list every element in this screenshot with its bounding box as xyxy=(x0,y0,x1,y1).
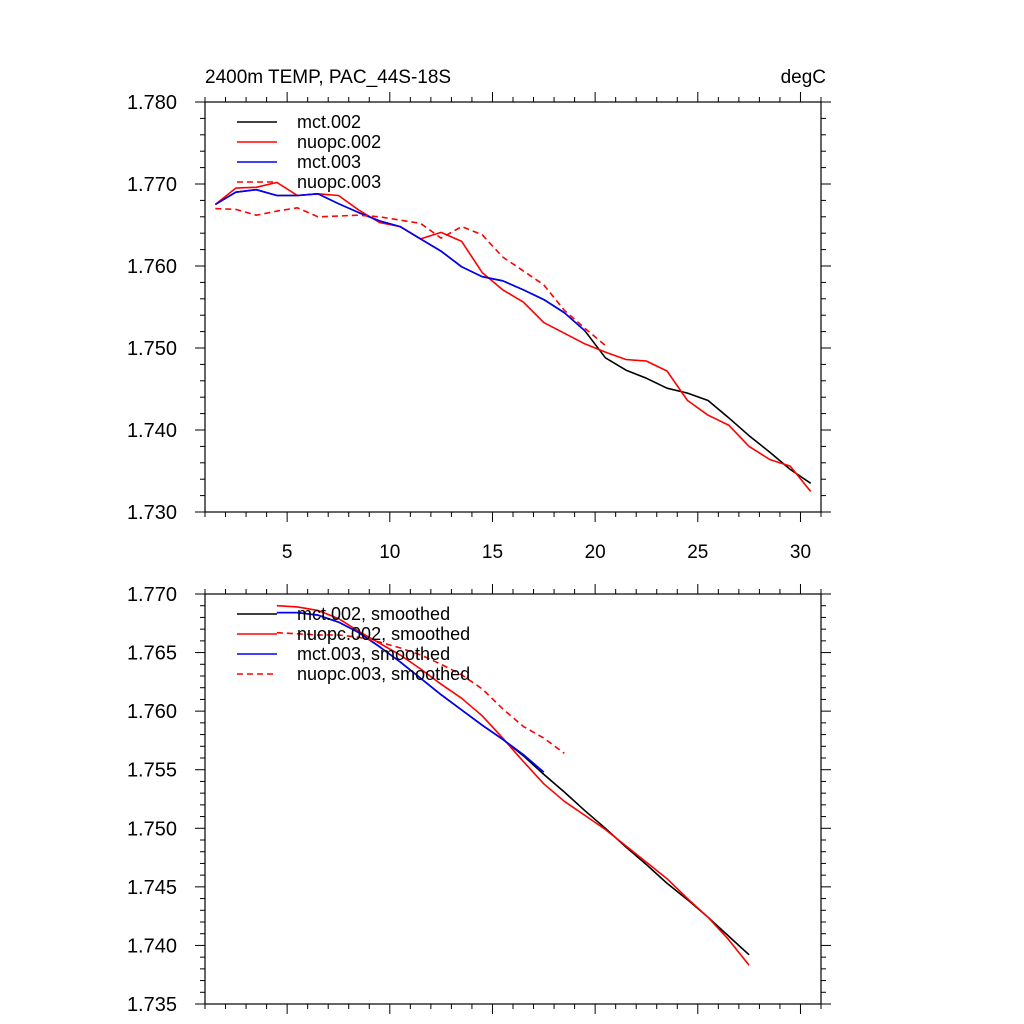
x-tick-label: 20 xyxy=(585,542,606,563)
legend-label: mct.003 xyxy=(297,152,361,172)
y-tick-label: 1.760 xyxy=(127,701,177,723)
legend-label: mct.003, smoothed xyxy=(297,644,450,664)
series-line xyxy=(276,631,565,754)
bottom-panel: 1.735 1.740 1.745 1.750 1.755 1.760 1.765 1.770… xyxy=(127,584,831,1016)
x-tick-label: 10 xyxy=(379,542,400,563)
panel-title: 2400m TEMP, PAC_44S-18S xyxy=(205,67,451,88)
y-tick-label: 1.750 xyxy=(127,818,177,840)
y-tick-label: 1.755 xyxy=(127,760,177,782)
legend-label: mct.002 xyxy=(297,112,361,132)
units-label: degC xyxy=(781,67,826,88)
top-panel: 2400m TEMP, PAC_44S-18S degC 5 10 15 20 25 30… xyxy=(127,67,831,563)
y-tick-label: 1.740 xyxy=(127,420,177,442)
series-line xyxy=(276,611,545,773)
series-line xyxy=(214,181,812,493)
legend-label: nuopc.003, smoothed xyxy=(297,664,470,684)
y-tick-label: 1.735 xyxy=(127,994,177,1016)
series-lines xyxy=(214,181,812,493)
legend-label: mct.002, smoothed xyxy=(297,604,450,624)
legend-label: nuopc.003 xyxy=(297,172,381,192)
y-tick-label: 1.770 xyxy=(127,584,177,606)
y-tick-label: 1.760 xyxy=(127,256,177,278)
y-tick-label: 1.730 xyxy=(127,502,177,524)
y-tick-label: 1.740 xyxy=(127,935,177,957)
legend-label: nuopc.002 xyxy=(297,132,381,152)
x-tick-label: 25 xyxy=(687,542,708,563)
y-tick-label: 1.780 xyxy=(127,92,177,114)
series-line xyxy=(276,604,750,966)
y-tick-label: 1.770 xyxy=(127,174,177,196)
y-tick-label: 1.765 xyxy=(127,643,177,665)
legend-label: nuopc.002, smoothed xyxy=(297,624,470,644)
y-tick-label: 1.745 xyxy=(127,877,177,899)
series-line xyxy=(215,207,606,347)
series-line xyxy=(214,188,586,332)
x-tick-label: 5 xyxy=(282,542,293,563)
x-tick-label: 30 xyxy=(790,542,811,563)
y-tick-label: 1.750 xyxy=(127,338,177,360)
series-lines xyxy=(276,604,750,966)
axis-ticks: 1.735 1.740 1.745 1.750 1.755 1.760 1.765 1.770 xyxy=(127,584,831,1016)
axis-ticks: 5 10 15 20 25 30 1.730 1.740 1.750 1.760 1.770 1.78… xyxy=(127,92,831,563)
x-tick-label: 15 xyxy=(482,542,503,563)
series-line xyxy=(214,188,812,484)
